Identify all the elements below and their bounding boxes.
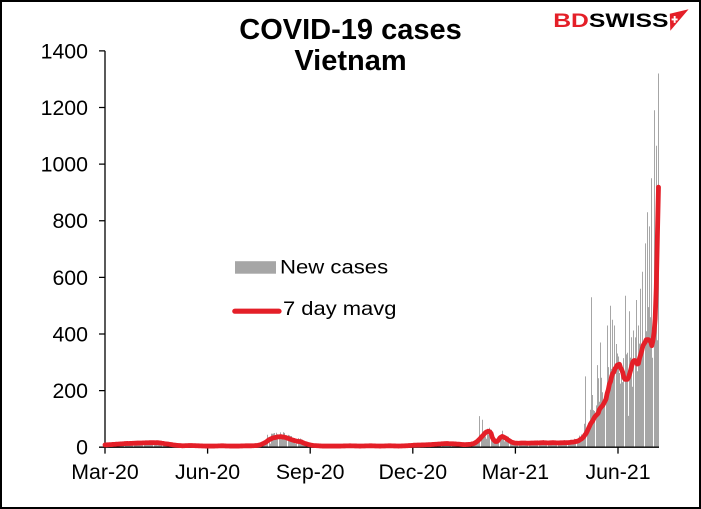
svg-text:Mar-21: Mar-21	[482, 460, 549, 484]
svg-text:600: 600	[52, 266, 88, 290]
svg-text:Mar-20: Mar-20	[71, 460, 139, 484]
svg-text:Vietnam: Vietnam	[294, 45, 406, 77]
svg-text:COVID-19 cases: COVID-19 cases	[239, 14, 461, 46]
svg-text:1000: 1000	[41, 153, 89, 177]
svg-text:Sep-20: Sep-20	[276, 460, 345, 484]
svg-text:Jun-20: Jun-20	[175, 460, 240, 484]
svg-text:0: 0	[76, 436, 88, 460]
svg-text:200: 200	[52, 379, 88, 403]
svg-text:BDSWISS: BDSWISS	[553, 9, 668, 31]
svg-text:1400: 1400	[41, 39, 89, 63]
svg-text:1200: 1200	[41, 96, 89, 120]
svg-text:800: 800	[52, 209, 88, 233]
svg-text:7 day mavg: 7 day mavg	[283, 298, 396, 319]
svg-text:Dec-20: Dec-20	[378, 460, 447, 484]
svg-text:400: 400	[52, 323, 88, 347]
svg-text:New cases: New cases	[280, 257, 388, 278]
svg-text:Jun-21: Jun-21	[585, 460, 650, 484]
